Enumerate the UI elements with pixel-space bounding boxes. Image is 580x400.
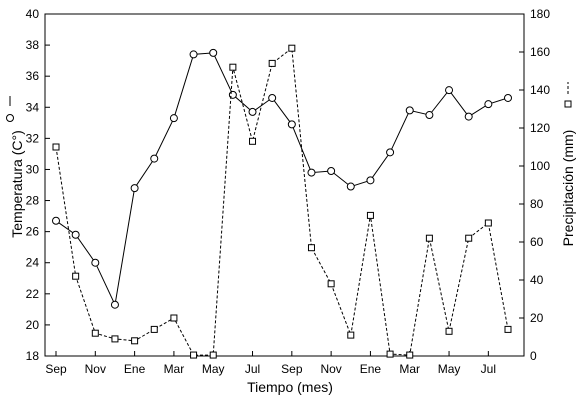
x-tick-label: Mar bbox=[164, 362, 185, 376]
temperature-point bbox=[169, 114, 178, 123]
y-axis-right: 0 20 40 60 80 100 120 140 160 180 bbox=[519, 7, 550, 363]
y-left-tick-label: 22 bbox=[26, 287, 40, 301]
precipitation-point bbox=[111, 335, 119, 343]
y-left-title-group: Temperatura (C°) bbox=[9, 130, 25, 238]
temperature-point bbox=[445, 86, 454, 95]
precipitation-point bbox=[268, 59, 276, 67]
y-left-tick-label: 38 bbox=[26, 38, 40, 52]
temperature-point bbox=[327, 167, 336, 176]
temperature-point bbox=[484, 100, 493, 109]
y-right-tick-label: 100 bbox=[530, 159, 550, 173]
y-left-tick-label: 32 bbox=[26, 131, 40, 145]
precipitation-point bbox=[91, 329, 99, 337]
y-left-tick-label: 26 bbox=[26, 225, 40, 239]
precipitation-point bbox=[249, 137, 257, 145]
y-axis-left: 18 20 22 24 26 28 30 32 34 36 38 40 bbox=[26, 7, 50, 363]
temperature-point bbox=[71, 230, 80, 239]
x-tick-label: Nov bbox=[320, 362, 341, 376]
x-tick-label: May bbox=[438, 362, 461, 376]
precipitation-point bbox=[170, 314, 178, 322]
precipitation-point bbox=[327, 280, 335, 288]
temperature-point bbox=[287, 120, 296, 129]
precipitation-series-line bbox=[55, 47, 509, 356]
temperature-point bbox=[91, 258, 100, 267]
plot-border bbox=[44, 13, 525, 357]
y-left-tick-label: 18 bbox=[26, 349, 40, 363]
y-right-legend-key bbox=[564, 82, 572, 108]
precipitation-point bbox=[288, 44, 296, 52]
series-layer bbox=[52, 44, 512, 359]
y-right-tick-label: 120 bbox=[530, 121, 550, 135]
y-left-tick-label: 40 bbox=[26, 7, 40, 21]
precipitation-legend-marker bbox=[564, 100, 572, 108]
temperature-point bbox=[464, 112, 473, 121]
temperature-point bbox=[366, 176, 375, 185]
y-left-axis-title: Temperatura (C°) bbox=[9, 130, 25, 238]
precipitation-point bbox=[307, 244, 315, 252]
y-right-tick-label: 180 bbox=[530, 7, 550, 21]
y-right-tick-label: 140 bbox=[530, 83, 550, 97]
temperature-point bbox=[130, 184, 139, 193]
precipitation-point bbox=[131, 337, 139, 345]
y-right-tick-label: 60 bbox=[530, 235, 544, 249]
temperature-point bbox=[268, 93, 277, 102]
x-tick-label: May bbox=[202, 362, 225, 376]
y-right-tick-label: 20 bbox=[530, 311, 544, 325]
x-tick-label: Jul bbox=[481, 362, 496, 376]
precipitation-point bbox=[190, 351, 198, 359]
y-left-tick-label: 24 bbox=[26, 256, 40, 270]
y-right-tick-label: 40 bbox=[530, 273, 544, 287]
precipitation-point bbox=[386, 350, 394, 358]
temperature-point bbox=[425, 111, 434, 120]
temperature-legend-marker bbox=[6, 114, 14, 122]
x-axis: Sep Nov Ene Mar May Jul Sep Nov Ene Mar May Jul bbox=[45, 351, 496, 376]
temperature-point bbox=[405, 106, 414, 115]
precipitation-point bbox=[465, 234, 473, 242]
y-right-tick-label: 80 bbox=[530, 197, 544, 211]
y-left-tick-label: 36 bbox=[26, 69, 40, 83]
y-right-tick-label: 0 bbox=[530, 349, 537, 363]
temperature-point bbox=[386, 148, 395, 157]
x-tick-label: Jul bbox=[245, 362, 260, 376]
temperature-point bbox=[307, 168, 316, 177]
y-left-tick-label: 30 bbox=[26, 162, 40, 176]
temperature-point bbox=[209, 48, 218, 57]
x-tick-label: Ene bbox=[360, 362, 382, 376]
precipitation-point bbox=[72, 272, 80, 280]
temperature-point bbox=[504, 93, 512, 102]
precipitation-point bbox=[52, 143, 60, 151]
x-axis-title: Tiempo (mes) bbox=[247, 379, 333, 395]
precipitation-point bbox=[484, 219, 492, 227]
precipitation-point bbox=[229, 63, 237, 71]
temperature-point bbox=[150, 154, 159, 163]
precipitation-point bbox=[209, 351, 217, 359]
y-left-legend-key bbox=[6, 96, 14, 122]
temperature-series-line bbox=[55, 52, 509, 307]
y-right-axis-title: Precipitación (mm) bbox=[560, 130, 576, 247]
precipitation-point bbox=[504, 325, 512, 333]
precipitation-point bbox=[406, 351, 414, 359]
y-right-tick-label: 160 bbox=[530, 45, 550, 59]
temperature-point bbox=[346, 182, 355, 191]
temperature-point bbox=[248, 107, 257, 116]
x-tick-label: Sep bbox=[45, 362, 67, 376]
precipitation-point bbox=[150, 325, 158, 333]
y-left-tick-label: 20 bbox=[26, 318, 40, 332]
precipitation-point bbox=[347, 331, 355, 339]
precipitation-point bbox=[445, 327, 453, 335]
precipitation-point bbox=[366, 211, 374, 219]
x-tick-label: Sep bbox=[281, 362, 303, 376]
temperature-point bbox=[189, 50, 198, 59]
x-tick-label: Mar bbox=[399, 362, 420, 376]
temperature-point bbox=[110, 300, 119, 309]
plot-frame bbox=[44, 13, 525, 357]
precipitation-point bbox=[425, 234, 433, 242]
x-tick-label: Ene bbox=[124, 362, 146, 376]
temperature-point bbox=[52, 216, 60, 225]
y-right-title-group: Precipitación (mm) bbox=[560, 130, 576, 247]
y-left-tick-label: 28 bbox=[26, 194, 40, 208]
y-left-tick-label: 34 bbox=[26, 100, 40, 114]
x-tick-label: Nov bbox=[85, 362, 106, 376]
